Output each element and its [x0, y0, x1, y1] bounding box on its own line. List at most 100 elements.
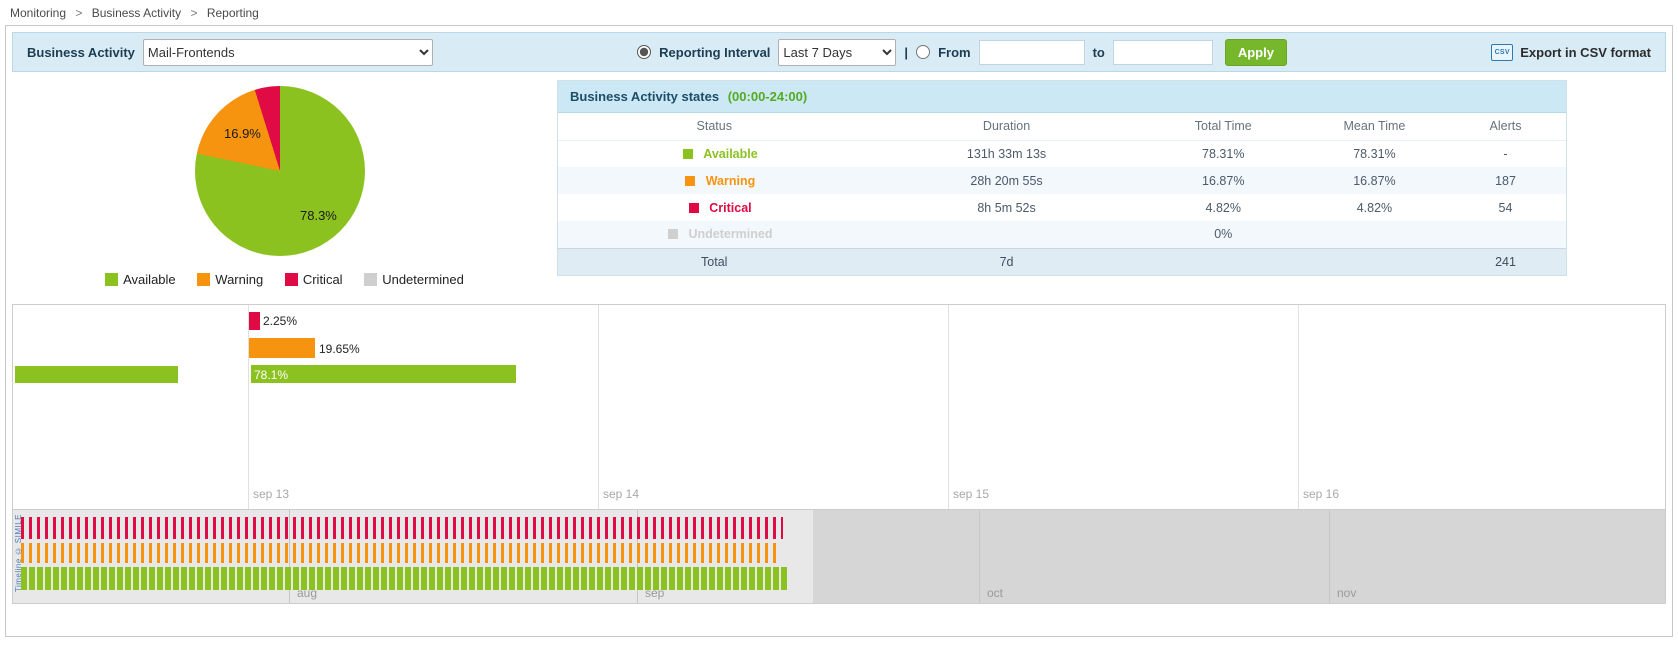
total-time-cell: 0%: [1143, 221, 1304, 248]
overview-gridline: [979, 510, 980, 603]
pie-panel: 16.9% 78.3% Available Warning Critical U: [12, 80, 557, 298]
states-table: Status Duration Total Time Mean Time Ale…: [558, 113, 1566, 275]
critical-swatch-icon: [285, 273, 298, 286]
critical-bar-label: 2.25%: [263, 314, 297, 328]
month-label-oct: oct: [987, 586, 1003, 600]
breadcrumb-separator: >: [190, 6, 197, 20]
status-label: Undetermined: [688, 227, 772, 241]
undetermined-swatch-icon: [364, 273, 377, 286]
col-total-time: Total Time: [1143, 113, 1304, 140]
warning-swatch-icon: [197, 273, 210, 286]
total-total-time-cell: [1143, 248, 1304, 275]
content-row: 16.9% 78.3% Available Warning Critical U: [12, 80, 1666, 298]
status-label: Warning: [706, 174, 756, 188]
business-activity-select[interactable]: Mail-Frontends: [143, 39, 433, 66]
table-row-undetermined: Undetermined 0%: [558, 221, 1566, 248]
reporting-interval-label: Reporting Interval: [659, 45, 770, 60]
mean-time-cell: 78.31%: [1304, 140, 1445, 167]
legend-label-critical: Critical: [303, 272, 343, 287]
date-label-sep13: sep 13: [253, 487, 289, 501]
date-label-sep16: sep 16: [1303, 487, 1339, 501]
available-swatch-icon: [105, 273, 118, 286]
status-cell: Warning: [558, 167, 870, 194]
available-ticks: [21, 567, 787, 590]
custom-range-radio[interactable]: [916, 45, 930, 59]
alerts-cell: -: [1445, 140, 1566, 167]
alerts-cell: [1445, 221, 1566, 248]
total-time-cell: 4.82%: [1143, 194, 1304, 221]
separator-pipe: |: [904, 45, 908, 60]
status-cell: Undetermined: [558, 221, 870, 248]
legend-item-warning: Warning: [197, 272, 263, 287]
timeline-watermark: Timeline © SIMILE: [14, 514, 23, 592]
legend-item-undetermined: Undetermined: [364, 272, 464, 287]
pie-slice-label-available: 78.3%: [300, 208, 337, 223]
from-label: From: [938, 45, 971, 60]
to-label: to: [1093, 45, 1105, 60]
total-time-cell: 78.31%: [1143, 140, 1304, 167]
business-activity-group: Business Activity Mail-Frontends: [27, 39, 433, 66]
table-row-critical: Critical 8h 5m 52s 4.82% 4.82% 54: [558, 194, 1566, 221]
total-mean-time-cell: [1304, 248, 1445, 275]
states-table-title: Business Activity states (00:00-24:00): [558, 81, 1566, 113]
reporting-interval-radio[interactable]: [637, 45, 651, 59]
alerts-cell: 187: [1445, 167, 1566, 194]
month-label-aug: aug: [297, 586, 317, 600]
timeline-main-band[interactable]: 2.25% 19.65% 78.1% sep 13 sep 14 sep 15 …: [12, 304, 1666, 510]
available-bar-segment: [15, 366, 178, 383]
available-status-icon: [683, 149, 693, 159]
gridline-sep15: [948, 305, 949, 509]
status-cell: Available: [558, 140, 870, 167]
warning-ticks: [21, 543, 777, 563]
available-bar-label: 78.1%: [254, 368, 288, 382]
mean-time-cell: 4.82%: [1304, 194, 1445, 221]
export-csv-label: Export in CSV format: [1520, 45, 1651, 60]
legend-label-undetermined: Undetermined: [382, 272, 464, 287]
apply-button[interactable]: Apply: [1225, 39, 1287, 66]
table-row-total: Total 7d 241: [558, 248, 1566, 275]
pie-chart: [195, 86, 365, 256]
breadcrumb: Monitoring > Business Activity > Reporti…: [0, 0, 1678, 25]
col-mean-time: Mean Time: [1304, 113, 1445, 140]
warning-bar: [249, 338, 315, 358]
breadcrumb-monitoring[interactable]: Monitoring: [10, 6, 66, 20]
from-date-input[interactable]: [979, 40, 1085, 65]
critical-ticks: [21, 517, 783, 539]
gridline-sep16: [1298, 305, 1299, 509]
warning-bar-label: 19.65%: [319, 342, 360, 356]
breadcrumb-separator: >: [75, 6, 82, 20]
status-label: Available: [703, 147, 757, 161]
interval-select[interactable]: Last 7 Days: [778, 39, 896, 66]
toolbar: Business Activity Mail-Frontends Reporti…: [12, 32, 1666, 72]
states-table-panel: Business Activity states (00:00-24:00) S…: [557, 80, 1567, 276]
gridline-sep13: [248, 305, 249, 509]
legend-label-warning: Warning: [215, 272, 263, 287]
timeline-overview-band[interactable]: aug sep oct nov Timeline © SIMILE: [12, 510, 1666, 604]
legend-item-available: Available: [105, 272, 176, 287]
duration-cell: 28h 20m 55s: [870, 167, 1142, 194]
critical-status-icon: [689, 203, 699, 213]
table-row-warning: Warning 28h 20m 55s 16.87% 16.87% 187: [558, 167, 1566, 194]
undetermined-status-icon: [668, 229, 678, 239]
total-alerts-cell: 241: [1445, 248, 1566, 275]
alerts-cell: 54: [1445, 194, 1566, 221]
status-label: Critical: [709, 201, 751, 215]
col-alerts: Alerts: [1445, 113, 1566, 140]
states-title-text: Business Activity states: [570, 89, 719, 104]
breadcrumb-reporting[interactable]: Reporting: [207, 6, 259, 20]
legend-item-critical: Critical: [285, 272, 343, 287]
available-bar: [251, 365, 516, 383]
duration-cell: 131h 33m 13s: [870, 140, 1142, 167]
pie-legend: Available Warning Critical Undetermined: [12, 272, 557, 289]
to-date-input[interactable]: [1113, 40, 1213, 65]
mean-time-cell: [1304, 221, 1445, 248]
table-row-available: Available 131h 33m 13s 78.31% 78.31% -: [558, 140, 1566, 167]
critical-bar: [249, 312, 260, 330]
total-label-cell: Total: [558, 248, 870, 275]
states-time-range: (00:00-24:00): [728, 89, 808, 104]
warning-status-icon: [685, 176, 695, 186]
pie-slice-label-warning: 16.9%: [224, 126, 261, 141]
breadcrumb-business-activity[interactable]: Business Activity: [92, 6, 181, 20]
date-label-sep14: sep 14: [603, 487, 639, 501]
export-csv-link[interactable]: CSV Export in CSV format: [1491, 44, 1651, 61]
